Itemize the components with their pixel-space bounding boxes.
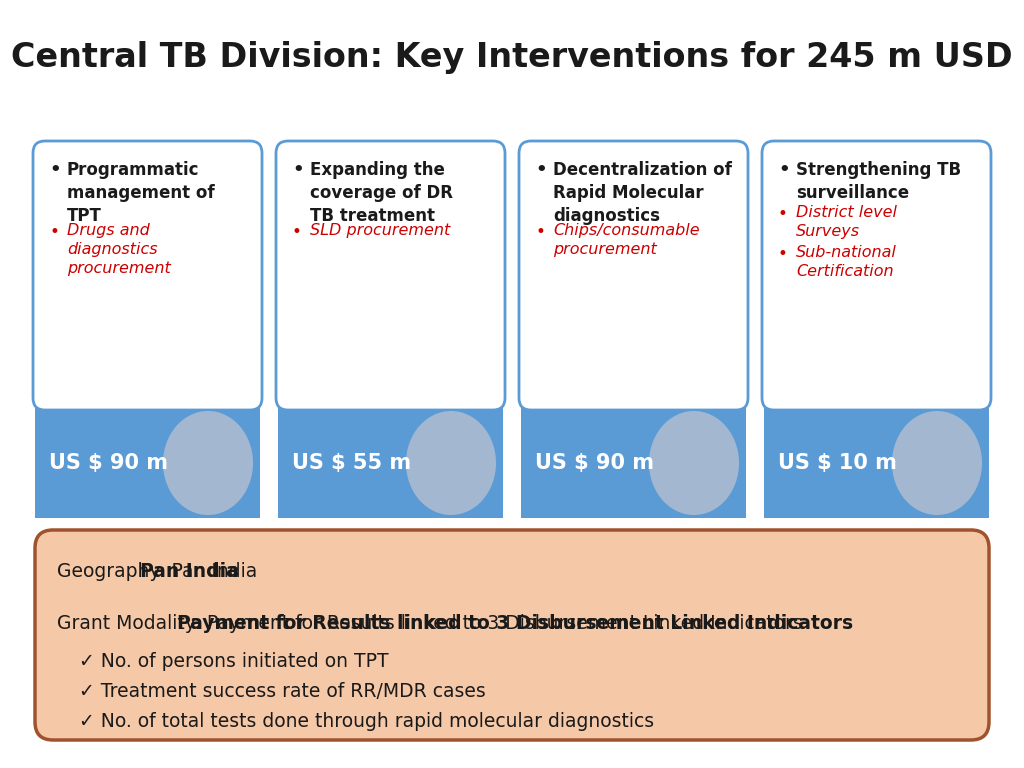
FancyBboxPatch shape xyxy=(762,141,991,410)
FancyBboxPatch shape xyxy=(35,398,260,518)
Text: ✓ Treatment success rate of RR/MDR cases: ✓ Treatment success rate of RR/MDR cases xyxy=(79,682,485,701)
Text: •: • xyxy=(535,161,547,179)
Text: •: • xyxy=(778,161,790,179)
FancyBboxPatch shape xyxy=(764,398,989,518)
Text: US $ 10 m: US $ 10 m xyxy=(778,453,897,473)
Ellipse shape xyxy=(892,411,982,515)
Text: •: • xyxy=(49,161,60,179)
Text: Programmatic
management of
TPT: Programmatic management of TPT xyxy=(67,161,215,225)
Text: •: • xyxy=(778,205,787,223)
Text: US $ 90 m: US $ 90 m xyxy=(49,453,168,473)
Text: Central TB Division: Key Interventions for 245 m USD: Central TB Division: Key Interventions f… xyxy=(11,41,1013,74)
Ellipse shape xyxy=(163,411,253,515)
Text: Payment for Results linked to 3 Disbursement Linked Indicators: Payment for Results linked to 3 Disburse… xyxy=(177,614,853,633)
FancyBboxPatch shape xyxy=(278,398,503,518)
Text: •: • xyxy=(535,223,545,241)
FancyBboxPatch shape xyxy=(519,141,748,410)
Text: Pan India: Pan India xyxy=(139,562,239,581)
FancyBboxPatch shape xyxy=(35,530,989,740)
Text: US $ 55 m: US $ 55 m xyxy=(292,453,411,473)
Text: Geography: Pan India: Geography: Pan India xyxy=(57,562,257,581)
Text: Grant Modality: Payment for Results linked to 3 Disbursement Linked Indicators: Grant Modality: Payment for Results link… xyxy=(57,614,803,633)
FancyBboxPatch shape xyxy=(276,141,505,410)
Text: •: • xyxy=(292,223,302,241)
Ellipse shape xyxy=(406,411,496,515)
Text: •: • xyxy=(292,161,304,179)
Text: •: • xyxy=(778,245,787,263)
Text: Strengthening TB
surveillance: Strengthening TB surveillance xyxy=(796,161,962,202)
Text: ✓ No. of total tests done through rapid molecular diagnostics: ✓ No. of total tests done through rapid … xyxy=(79,712,654,731)
Text: SLD procurement: SLD procurement xyxy=(310,223,451,238)
Text: Expanding the
coverage of DR
TB treatment: Expanding the coverage of DR TB treatmen… xyxy=(310,161,453,225)
Text: District level
Surveys: District level Surveys xyxy=(796,205,897,239)
Text: Decentralization of
Rapid Molecular
diagnostics: Decentralization of Rapid Molecular diag… xyxy=(553,161,732,225)
Text: Sub-national
Certification: Sub-national Certification xyxy=(796,245,897,280)
Text: •: • xyxy=(49,223,58,241)
FancyBboxPatch shape xyxy=(521,398,746,518)
Text: US $ 90 m: US $ 90 m xyxy=(535,453,654,473)
FancyBboxPatch shape xyxy=(33,141,262,410)
Text: Drugs and
diagnostics
procurement: Drugs and diagnostics procurement xyxy=(67,223,171,276)
Text: Chips/consumable
procurement: Chips/consumable procurement xyxy=(553,223,699,257)
Ellipse shape xyxy=(649,411,739,515)
Text: ✓ No. of persons initiated on TPT: ✓ No. of persons initiated on TPT xyxy=(79,652,389,671)
